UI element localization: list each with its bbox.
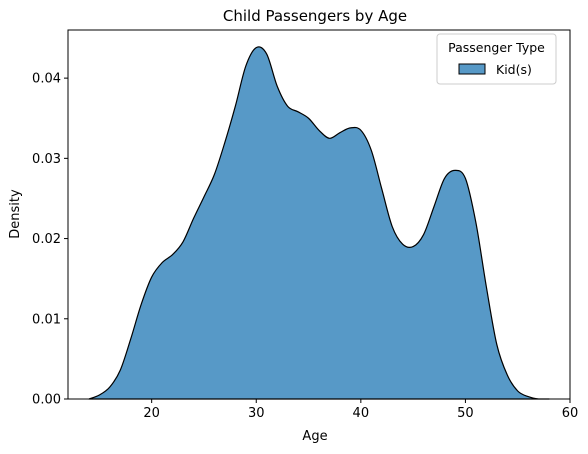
legend-title: Passenger Type: [448, 40, 545, 55]
y-axis-label: Density: [8, 189, 23, 239]
legend-entry-kids: Kid(s): [496, 62, 532, 77]
x-axis-label: Age: [302, 429, 327, 444]
x-tick-label: 40: [353, 406, 370, 421]
x-tick-label: 50: [457, 406, 474, 421]
y-tick-label: 0.00: [32, 393, 61, 408]
legend: Passenger Type Kid(s): [436, 33, 557, 85]
series-kids-area: [88, 46, 550, 400]
y-tick-label: 0.01: [32, 312, 61, 327]
y-tick-label: 0.03: [32, 152, 61, 167]
y-tick-label: 0.02: [32, 232, 61, 247]
y-tick-label: 0.04: [32, 72, 61, 87]
x-tick-label: 60: [562, 406, 579, 421]
plot-area: [88, 46, 550, 400]
y-axis: 0.00 0.01 0.02 0.03 0.04: [32, 72, 68, 408]
x-tick-label: 20: [143, 406, 160, 421]
x-axis: 20 30 40 50 60: [143, 399, 578, 421]
x-tick-label: 30: [248, 406, 265, 421]
legend-swatch-kids: [458, 63, 486, 75]
axes-frame: [67, 29, 571, 400]
chart-title: Child Passengers by Age: [223, 7, 407, 25]
